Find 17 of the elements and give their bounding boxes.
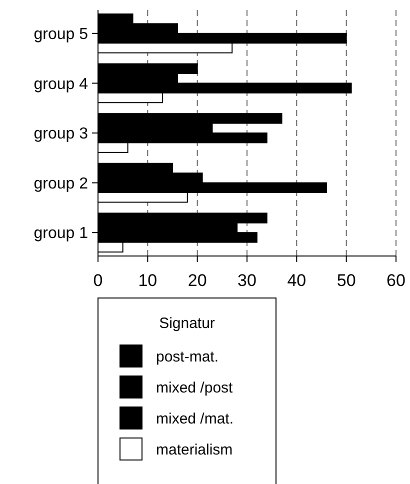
y-tick-label: group 3 <box>34 126 88 143</box>
x-tick-label: 50 <box>336 271 356 290</box>
legend-title: Signatur <box>159 315 215 332</box>
y-tick-label: group 5 <box>34 26 88 44</box>
legend-label: mixed /post <box>156 379 234 396</box>
x-tick-label: 60 <box>386 271 406 290</box>
x-tick-label: 30 <box>238 271 256 290</box>
y-tick-label: group 1 <box>34 225 88 242</box>
x-tick-label: 40 <box>287 271 306 290</box>
x-tick-label: 20 <box>188 271 207 290</box>
y-tick-label: group 4 <box>34 76 88 93</box>
legend-label: post-mat. <box>156 348 219 366</box>
legend-label: materialism <box>156 441 233 458</box>
x-tick-label: 10 <box>138 271 158 290</box>
x-tick-label: 0 <box>93 271 103 290</box>
y-tick-label: group 2 <box>34 175 88 192</box>
legend-label: mixed /mat. <box>156 410 234 428</box>
